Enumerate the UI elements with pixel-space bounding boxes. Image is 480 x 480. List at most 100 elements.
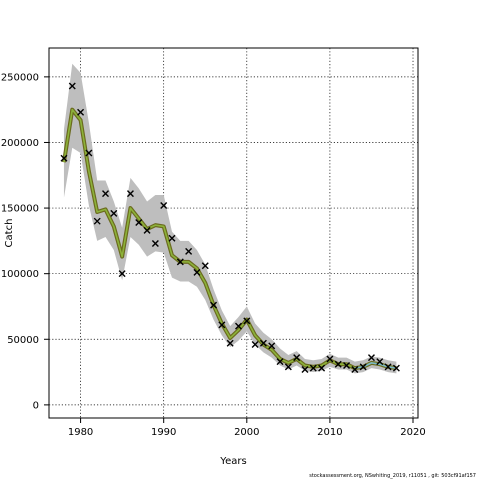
observed-point xyxy=(118,270,126,278)
observed-point-stroke xyxy=(77,108,85,116)
observed-point-stroke xyxy=(268,342,276,350)
observed-point-stroke xyxy=(160,201,168,209)
observed-point xyxy=(168,234,176,242)
observed-point-stroke xyxy=(343,362,351,370)
observed-point xyxy=(68,82,76,90)
observed-point xyxy=(77,108,85,116)
observed-point-stroke xyxy=(326,355,334,363)
observed-point xyxy=(243,317,251,325)
observed-point xyxy=(60,154,68,162)
observed-point xyxy=(143,226,151,234)
observed-point xyxy=(93,217,101,225)
axes: 1980 1990 2000 2010 2020 0 50000 100000 150000 20… xyxy=(1,72,426,438)
observed-point-stroke xyxy=(351,365,359,373)
observed-point-stroke xyxy=(243,317,251,325)
observed-point xyxy=(85,149,93,157)
observed-point xyxy=(193,268,201,276)
confidence-band-area xyxy=(63,63,397,374)
observed-point xyxy=(151,240,159,247)
observed-point-stroke xyxy=(301,365,309,373)
observed-point-stroke xyxy=(210,301,218,309)
observed-point-stroke xyxy=(185,247,193,255)
observed-point xyxy=(126,190,134,198)
observed-point xyxy=(309,364,317,372)
x-axis-title: Years xyxy=(219,456,246,467)
observed-point xyxy=(326,355,334,363)
x-tick-label: 1990 xyxy=(151,427,176,438)
observed-point xyxy=(318,364,326,372)
y-tick-label: 50000 xyxy=(7,335,39,346)
y-tick-label: 200000 xyxy=(1,138,39,149)
observed-point-stroke xyxy=(309,364,317,372)
observed-point-stroke xyxy=(143,226,151,234)
observed-point xyxy=(251,341,259,349)
observed-point xyxy=(185,247,193,255)
observed-point xyxy=(102,190,110,198)
observed-point-stroke xyxy=(151,240,159,247)
observed-point xyxy=(293,354,301,362)
observed-point xyxy=(392,364,400,372)
x-tick-label: 2010 xyxy=(317,427,342,438)
y-tick-label: 250000 xyxy=(1,72,39,83)
observed-point xyxy=(376,358,384,366)
x-tick-label: 1980 xyxy=(68,427,93,438)
observed-point xyxy=(351,365,359,373)
observed-point-stroke xyxy=(102,190,110,198)
observed-point-stroke xyxy=(201,262,209,270)
observed-point-stroke xyxy=(334,360,342,368)
y-axis-title: Catch xyxy=(4,219,15,248)
observed-point-stroke xyxy=(168,234,176,242)
confidence-band xyxy=(63,63,397,374)
observed-point xyxy=(334,360,342,368)
observed-point xyxy=(343,362,351,370)
observed-point xyxy=(135,219,143,226)
observed-point-stroke xyxy=(60,154,68,162)
observed-point xyxy=(359,363,367,371)
observed-point xyxy=(301,365,309,373)
observed-point xyxy=(367,354,375,362)
observed-point-stroke xyxy=(384,363,392,371)
observed-point-stroke xyxy=(135,219,143,226)
observed-point xyxy=(176,258,184,266)
observed-point xyxy=(226,339,234,347)
observed-point xyxy=(276,358,284,366)
observed-point-stroke xyxy=(176,258,184,266)
observed-point-stroke xyxy=(193,268,201,276)
observed-point-stroke xyxy=(367,354,375,362)
observed-point xyxy=(160,201,168,209)
observed-point-stroke xyxy=(276,358,284,366)
y-tick-label: 150000 xyxy=(1,204,39,215)
observed-point-stroke xyxy=(85,149,93,157)
observed-point xyxy=(110,209,118,217)
y-tick-label: 0 xyxy=(33,400,39,411)
observed-point xyxy=(259,339,267,347)
observed-point-stroke xyxy=(318,364,326,372)
observed-point-stroke xyxy=(293,354,301,362)
y-tick-label: 100000 xyxy=(1,269,39,280)
observed-point xyxy=(234,322,242,330)
observed-point xyxy=(201,262,209,270)
observed-point-stroke xyxy=(376,358,384,366)
observed-point xyxy=(284,363,292,371)
observed-point-stroke xyxy=(251,341,259,349)
observed-point-stroke xyxy=(93,217,101,225)
fitted-line-inner xyxy=(63,108,397,369)
observed-points xyxy=(60,82,400,373)
observed-point-stroke xyxy=(118,270,126,278)
observed-point xyxy=(218,321,226,329)
observed-point-stroke xyxy=(359,363,367,371)
observed-point-stroke xyxy=(110,209,118,217)
observed-point-stroke xyxy=(284,363,292,371)
observed-point-stroke xyxy=(218,321,226,329)
observed-point-stroke xyxy=(68,82,76,90)
observed-point-stroke xyxy=(392,364,400,372)
observed-point-stroke xyxy=(234,322,242,330)
fitted-line-recent xyxy=(354,362,397,369)
observed-point-stroke xyxy=(126,190,134,198)
observed-point xyxy=(210,301,218,309)
x-tick-label: 2020 xyxy=(400,427,425,438)
observed-point-stroke xyxy=(259,339,267,347)
footer-note: stockassessment.org, NSwhiting_2019, r11… xyxy=(309,473,476,479)
observed-point xyxy=(268,342,276,350)
observed-point xyxy=(384,363,392,371)
